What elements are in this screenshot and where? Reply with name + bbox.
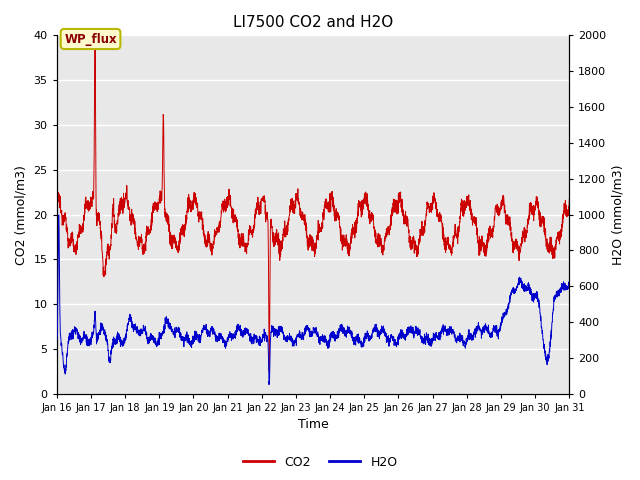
Y-axis label: CO2 (mmol/m3): CO2 (mmol/m3) bbox=[15, 165, 28, 264]
Y-axis label: H2O (mmol/m3): H2O (mmol/m3) bbox=[612, 164, 625, 265]
Text: WP_flux: WP_flux bbox=[64, 33, 117, 46]
Legend: CO2, H2O: CO2, H2O bbox=[237, 451, 403, 474]
X-axis label: Time: Time bbox=[298, 419, 328, 432]
Title: LI7500 CO2 and H2O: LI7500 CO2 and H2O bbox=[233, 15, 393, 30]
